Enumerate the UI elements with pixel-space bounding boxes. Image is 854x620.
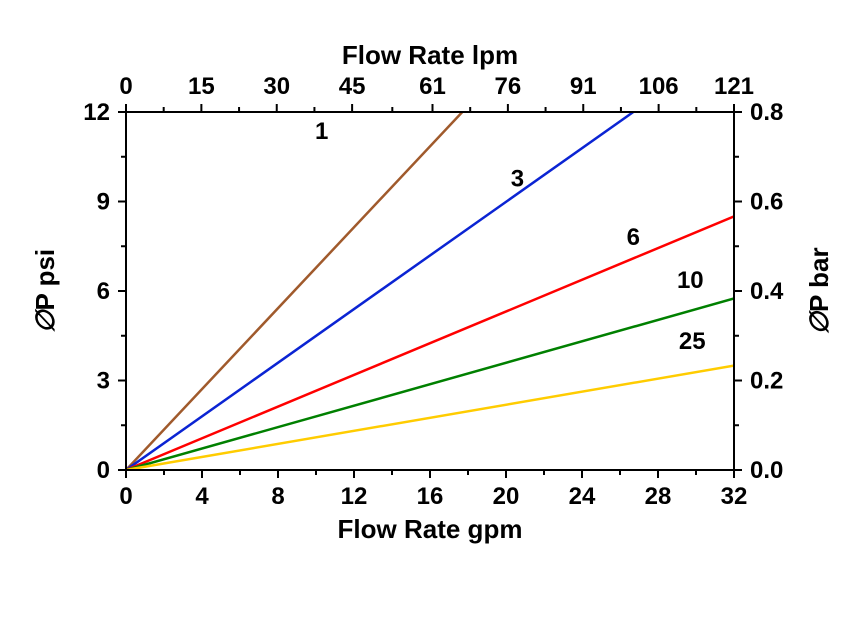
xt-tick-label: 91 (570, 73, 597, 100)
xt-tick-label: 121 (714, 73, 754, 100)
xb-tick-label: 16 (417, 483, 444, 510)
yl-tick-label: 0 (97, 457, 110, 484)
y-right-title: ∅P bar (804, 247, 834, 334)
series-label-10: 10 (677, 267, 704, 294)
xt-tick-label: 76 (495, 73, 522, 100)
x-top-title: Flow Rate lpm (342, 40, 518, 70)
xb-tick-label: 0 (119, 483, 132, 510)
yr-tick-label: 0.4 (750, 278, 784, 305)
x-bottom-title: Flow Rate gpm (338, 514, 523, 544)
xb-tick-label: 28 (645, 483, 672, 510)
y-left-title: ∅P psi (30, 249, 60, 333)
yr-tick-label: 0.6 (750, 189, 783, 216)
yl-tick-label: 9 (97, 189, 110, 216)
xt-tick-label: 61 (419, 73, 446, 100)
xb-tick-label: 12 (341, 483, 368, 510)
series-label-3: 3 (511, 166, 524, 193)
series-label-1: 1 (315, 118, 328, 145)
yr-tick-label: 0.2 (750, 368, 783, 395)
yl-tick-label: 12 (83, 99, 110, 126)
xb-tick-label: 32 (721, 483, 748, 510)
xt-tick-label: 15 (188, 73, 215, 100)
xt-tick-label: 0 (119, 73, 132, 100)
series-label-6: 6 (627, 224, 640, 251)
xt-tick-label: 106 (639, 73, 679, 100)
xt-tick-label: 30 (263, 73, 290, 100)
xt-tick-label: 45 (339, 73, 366, 100)
pressure-flow-chart: { "chart": { "type": "line", "width_px":… (0, 0, 854, 620)
xb-tick-label: 8 (271, 483, 284, 510)
yl-tick-label: 3 (97, 368, 110, 395)
xb-tick-label: 4 (195, 483, 209, 510)
series-label-25: 25 (679, 328, 706, 355)
xb-tick-label: 20 (493, 483, 520, 510)
yl-tick-label: 6 (97, 278, 110, 305)
yr-tick-label: 0.8 (750, 99, 783, 126)
xb-tick-label: 24 (569, 483, 596, 510)
yr-tick-label: 0.0 (750, 457, 783, 484)
chart-svg: 048121620242832Flow Rate gpm015304561769… (0, 0, 854, 620)
